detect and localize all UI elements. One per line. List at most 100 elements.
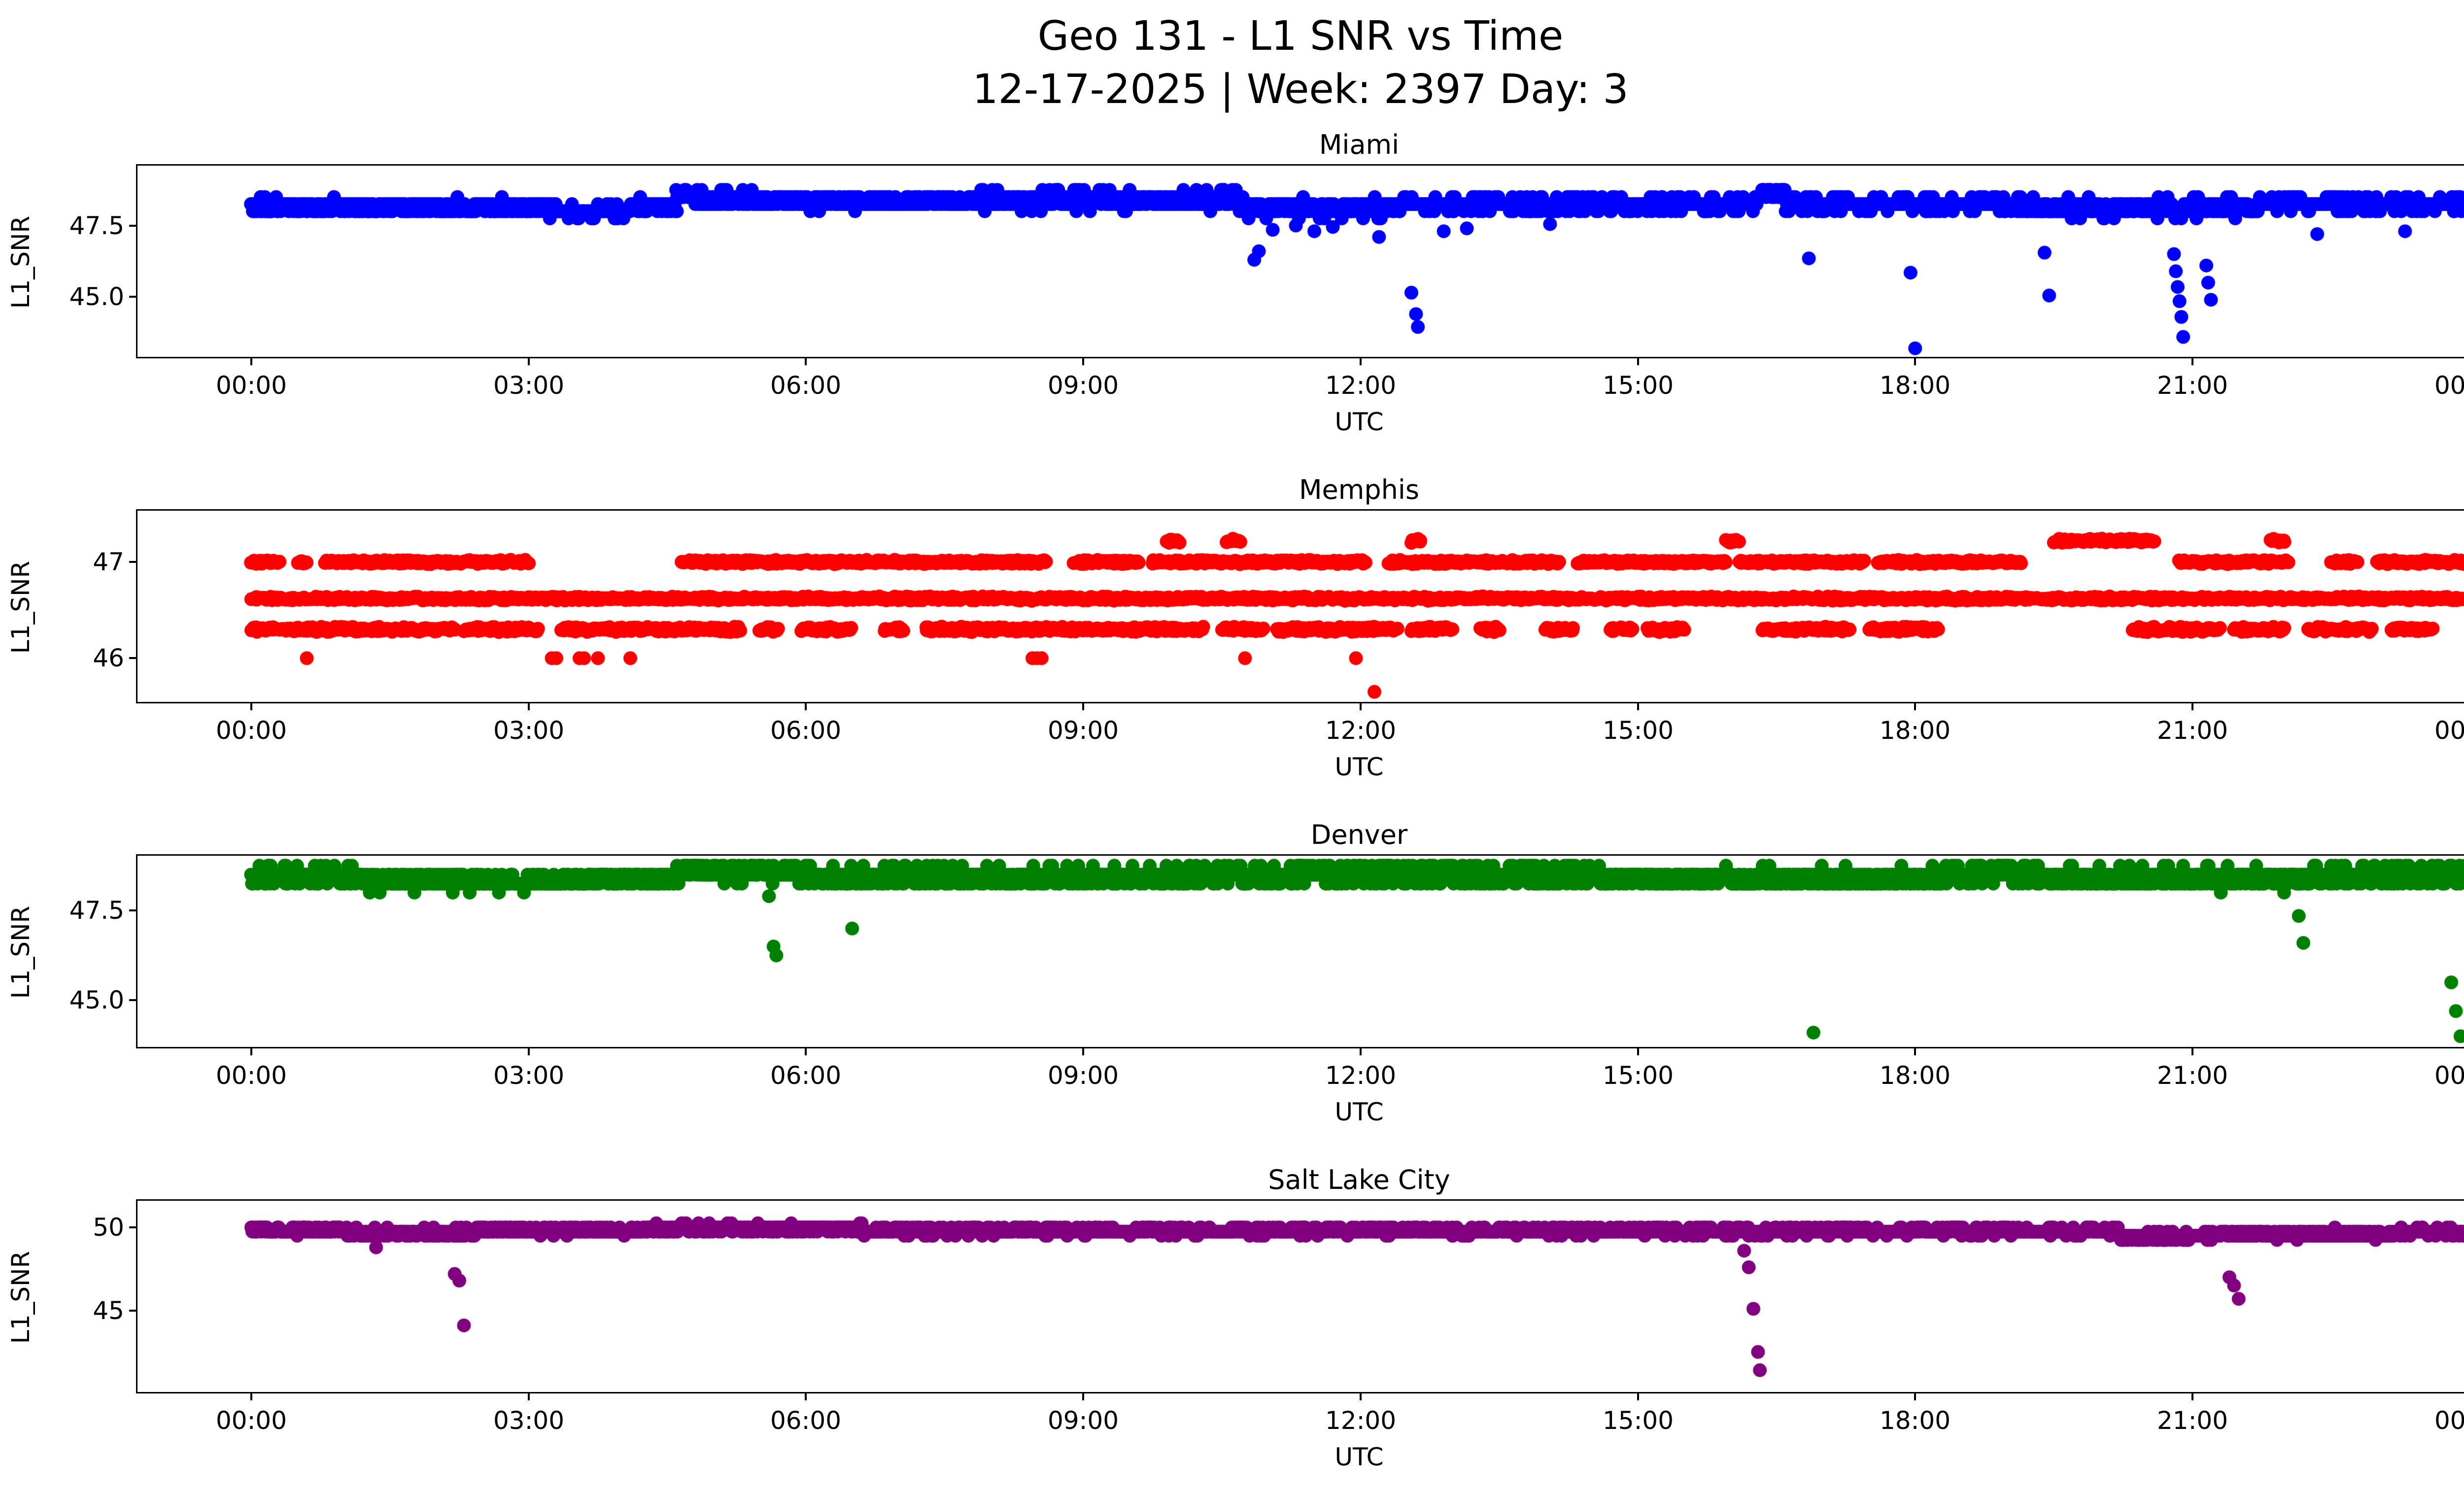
y-tick-mark — [129, 1310, 136, 1312]
x-tick-mark — [528, 703, 530, 710]
x-tick-mark — [528, 1393, 530, 1400]
x-tick-label: 12:00 — [1325, 1061, 1397, 1090]
x-tick-label: 15:00 — [1602, 371, 1674, 400]
x-tick-label: 15:00 — [1602, 1061, 1674, 1090]
x-tick-label: 15:00 — [1602, 716, 1674, 745]
x-tick-label: 18:00 — [1879, 371, 1951, 400]
x-tick-label: 00:00 — [215, 716, 287, 745]
x-tick-mark — [1637, 1393, 1639, 1400]
x-tick-mark — [528, 358, 530, 365]
y-tick-mark — [129, 225, 136, 227]
figure-title: Geo 131 - L1 SNR vs Time 12-17-2025 | We… — [0, 10, 2464, 116]
x-axis-label: UTC — [1335, 1098, 1384, 1126]
x-tick-label: 12:00 — [1325, 1406, 1397, 1435]
y-tick-mark — [129, 909, 136, 911]
x-tick-label: 09:00 — [1047, 371, 1119, 400]
x-tick-label: 00:00 — [215, 1061, 287, 1090]
y-tick-label: 50 — [93, 1213, 124, 1242]
x-tick-label: 00:00 — [215, 371, 287, 400]
x-tick-mark — [1082, 358, 1084, 365]
x-tick-mark — [250, 358, 252, 365]
x-tick-mark — [1082, 703, 1084, 710]
x-tick-mark — [2191, 1048, 2193, 1055]
y-tick-mark — [129, 561, 136, 563]
figure-title-line1: Geo 131 - L1 SNR vs Time — [1037, 13, 1564, 60]
scatter-canvas — [136, 509, 2464, 703]
x-tick-mark — [1637, 1048, 1639, 1055]
x-tick-mark — [250, 1393, 252, 1400]
x-tick-label: 00:00 — [2434, 371, 2464, 400]
x-tick-mark — [2191, 703, 2193, 710]
y-tick-label: 45 — [93, 1296, 124, 1325]
x-tick-label: 12:00 — [1325, 716, 1397, 745]
x-tick-label: 06:00 — [770, 1061, 842, 1090]
x-tick-label: 21:00 — [2156, 371, 2228, 400]
y-axis-label: L1_SNR — [6, 905, 35, 999]
x-tick-label: 00:00 — [2434, 1061, 2464, 1090]
x-tick-label: 06:00 — [770, 371, 842, 400]
x-tick-mark — [1914, 1048, 1916, 1055]
x-tick-mark — [528, 1048, 530, 1055]
x-tick-label: 03:00 — [493, 716, 565, 745]
x-tick-label: 09:00 — [1047, 1061, 1119, 1090]
x-tick-label: 18:00 — [1879, 1406, 1951, 1435]
y-tick-mark — [129, 999, 136, 1001]
x-tick-label: 21:00 — [2156, 1061, 2228, 1090]
plot-title: Memphis — [1299, 474, 1420, 505]
x-tick-mark — [2191, 1393, 2193, 1400]
x-tick-mark — [805, 358, 807, 365]
y-tick-mark — [129, 296, 136, 298]
x-tick-mark — [250, 703, 252, 710]
x-tick-label: 09:00 — [1047, 1406, 1119, 1435]
x-tick-mark — [1360, 703, 1362, 710]
x-tick-label: 03:00 — [493, 1061, 565, 1090]
x-tick-label: 00:00 — [215, 1406, 287, 1435]
figure-title-line2: 12-17-2025 | Week: 2397 Day: 3 — [972, 66, 1629, 113]
x-axis-label: UTC — [1335, 753, 1384, 781]
x-tick-label: 06:00 — [770, 1406, 842, 1435]
x-tick-mark — [1082, 1048, 1084, 1055]
x-tick-label: 09:00 — [1047, 716, 1119, 745]
x-tick-mark — [1082, 1393, 1084, 1400]
x-tick-mark — [1360, 1393, 1362, 1400]
x-tick-label: 00:00 — [2434, 716, 2464, 745]
x-tick-mark — [1914, 358, 1916, 365]
y-tick-label: 47.5 — [69, 211, 124, 240]
scatter-canvas — [136, 1199, 2464, 1393]
x-tick-mark — [1360, 358, 1362, 365]
y-tick-mark — [129, 1226, 136, 1228]
x-tick-label: 21:00 — [2156, 1406, 2228, 1435]
scatter-canvas — [136, 164, 2464, 358]
x-tick-label: 18:00 — [1879, 716, 1951, 745]
x-tick-label: 18:00 — [1879, 1061, 1951, 1090]
y-axis-label: L1_SNR — [6, 215, 35, 309]
x-tick-mark — [1637, 358, 1639, 365]
y-tick-label: 45.0 — [69, 282, 124, 311]
x-tick-label: 06:00 — [770, 716, 842, 745]
x-tick-mark — [250, 1048, 252, 1055]
x-tick-label: 03:00 — [493, 1406, 565, 1435]
x-tick-mark — [2191, 358, 2193, 365]
x-tick-label: 03:00 — [493, 371, 565, 400]
plot-title: Denver — [1310, 819, 1408, 850]
plot-title: Salt Lake City — [1268, 1164, 1450, 1195]
scatter-canvas — [136, 854, 2464, 1048]
y-tick-label: 47.5 — [69, 896, 124, 925]
x-tick-mark — [1914, 703, 1916, 710]
x-tick-label: 00:00 — [2434, 1406, 2464, 1435]
x-tick-label: 15:00 — [1602, 1406, 1674, 1435]
x-tick-label: 12:00 — [1325, 371, 1397, 400]
plot-title: Miami — [1319, 129, 1400, 160]
x-tick-mark — [1914, 1393, 1916, 1400]
y-axis-label: L1_SNR — [6, 560, 35, 654]
x-tick-mark — [1360, 1048, 1362, 1055]
x-tick-label: 21:00 — [2156, 716, 2228, 745]
y-tick-label: 45.0 — [69, 986, 124, 1014]
x-tick-mark — [1637, 703, 1639, 710]
x-tick-mark — [805, 1393, 807, 1400]
y-tick-label: 46 — [93, 644, 124, 672]
x-axis-label: UTC — [1335, 1443, 1384, 1471]
x-axis-label: UTC — [1335, 408, 1384, 436]
x-tick-mark — [805, 703, 807, 710]
y-tick-label: 47 — [93, 548, 124, 576]
